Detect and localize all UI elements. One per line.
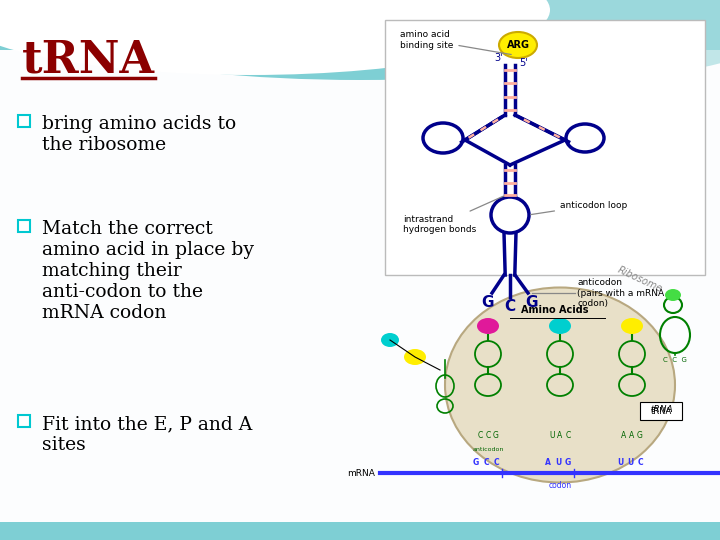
FancyBboxPatch shape	[18, 220, 30, 232]
Text: mRNA codon: mRNA codon	[42, 304, 166, 322]
Text: G: G	[565, 458, 571, 467]
FancyBboxPatch shape	[18, 115, 30, 127]
Bar	[0, 50, 720, 522]
Text: matching their: matching their	[42, 262, 181, 280]
Text: U: U	[617, 458, 623, 467]
Text: anti-codon to the: anti-codon to the	[42, 283, 203, 301]
Ellipse shape	[499, 32, 537, 58]
Ellipse shape	[404, 349, 426, 365]
FancyBboxPatch shape	[18, 415, 30, 427]
Text: bring amino acids to: bring amino acids to	[42, 115, 236, 133]
Text: the ribosome: the ribosome	[42, 136, 166, 154]
Text: amino acid
binding site: amino acid binding site	[400, 30, 511, 55]
Ellipse shape	[549, 318, 571, 334]
Ellipse shape	[0, 0, 720, 80]
Text: G: G	[482, 295, 494, 310]
Text: anticodon loop: anticodon loop	[531, 200, 627, 214]
Text: tRNA: tRNA	[22, 38, 155, 82]
Text: sites: sites	[42, 436, 86, 454]
Text: C: C	[477, 431, 482, 440]
Text: C  C  G: C C G	[663, 357, 687, 363]
Text: A: A	[629, 431, 634, 440]
Text: ARG: ARG	[506, 40, 529, 50]
Text: anticodon: anticodon	[472, 447, 504, 452]
Text: G: G	[637, 431, 643, 440]
Bar	[0, 0, 720, 50]
Text: C: C	[485, 431, 490, 440]
Ellipse shape	[665, 289, 681, 301]
Text: Match the correct: Match the correct	[42, 220, 212, 238]
Text: C: C	[505, 299, 516, 314]
Text: U: U	[555, 458, 561, 467]
Text: amino acid in place by: amino acid in place by	[42, 241, 254, 259]
Text: intrastrand
hydrogen bonds: intrastrand hydrogen bonds	[403, 196, 503, 234]
Text: C: C	[493, 458, 499, 467]
Text: A: A	[557, 431, 562, 440]
Text: Amino Acids: Amino Acids	[521, 305, 589, 315]
Text: C: C	[565, 431, 571, 440]
Text: tRNA: tRNA	[651, 406, 673, 415]
Text: U: U	[549, 431, 554, 440]
Text: 3': 3'	[495, 53, 503, 63]
Text: G: G	[493, 431, 499, 440]
Text: U: U	[627, 458, 633, 467]
Text: A: A	[621, 431, 626, 440]
Text: mRNA: mRNA	[347, 469, 375, 477]
Ellipse shape	[477, 318, 499, 334]
FancyBboxPatch shape	[385, 20, 705, 275]
Ellipse shape	[491, 197, 529, 233]
Text: G: G	[473, 458, 479, 467]
Bar	[0, 522, 720, 540]
Text: anticodon
(pairs with a mRNA
codon): anticodon (pairs with a mRNA codon)	[577, 278, 664, 308]
Ellipse shape	[445, 287, 675, 483]
Text: tRNA: tRNA	[650, 407, 672, 415]
Text: Ribosome: Ribosome	[616, 265, 664, 295]
Ellipse shape	[621, 318, 643, 334]
Text: codon: codon	[549, 481, 572, 490]
Text: 5': 5'	[519, 58, 528, 68]
Text: Fit into the E, P and A: Fit into the E, P and A	[42, 415, 252, 433]
Text: A: A	[545, 458, 551, 467]
Text: G: G	[526, 295, 539, 310]
Text: C: C	[483, 458, 489, 467]
Ellipse shape	[0, 0, 550, 75]
Ellipse shape	[445, 0, 720, 75]
FancyBboxPatch shape	[640, 402, 682, 420]
Text: C: C	[637, 458, 643, 467]
Bar	[0, 50, 720, 522]
Ellipse shape	[381, 333, 399, 347]
